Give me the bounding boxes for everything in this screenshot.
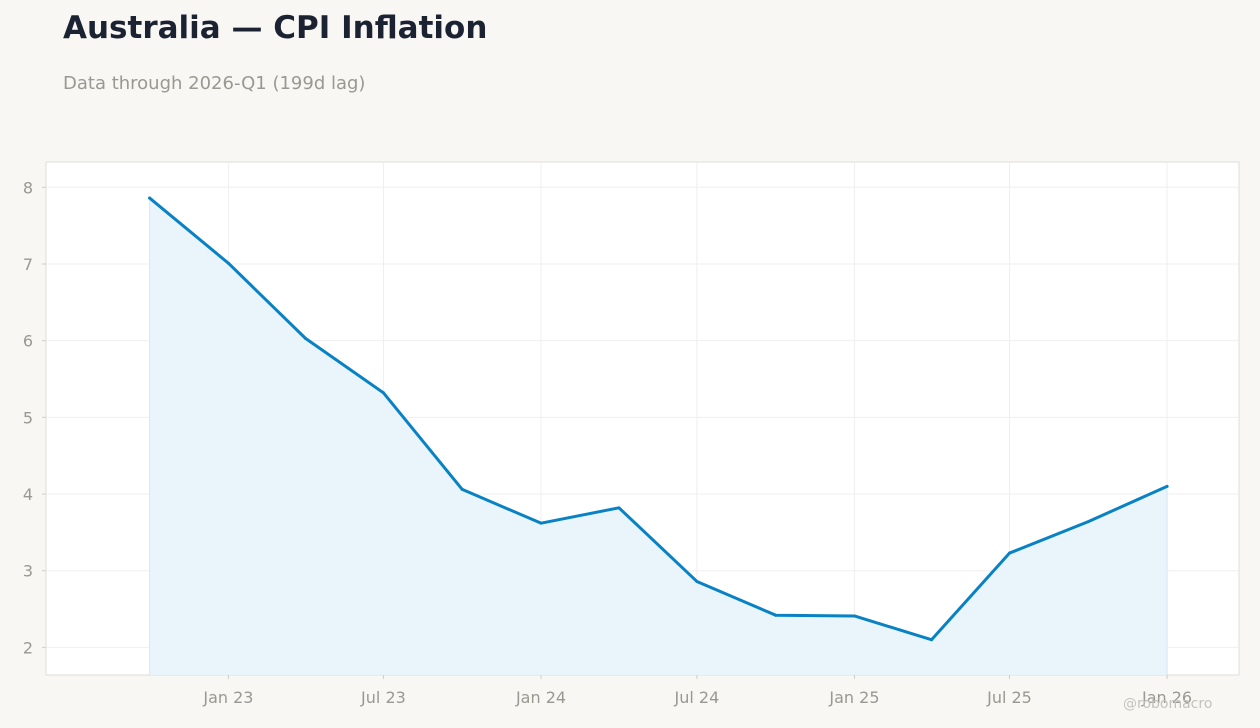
series-line bbox=[148, 196, 1169, 642]
x-tick-label: Jan 23 bbox=[202, 688, 253, 707]
y-tick-label: 3 bbox=[23, 562, 33, 581]
page-title: Australia — CPI Inflation bbox=[63, 10, 488, 46]
data-point bbox=[226, 261, 230, 265]
x-tick-label: Jul 23 bbox=[360, 688, 406, 707]
series-area-fill bbox=[149, 198, 1168, 676]
x-tick-label: Jul 25 bbox=[986, 688, 1032, 707]
y-tick-label: 7 bbox=[23, 255, 33, 274]
data-point bbox=[695, 579, 699, 583]
y-tick-label: 4 bbox=[23, 485, 33, 504]
data-point bbox=[774, 613, 778, 617]
x-tick-label: Jan 26 bbox=[1141, 688, 1192, 707]
data-point bbox=[539, 521, 543, 525]
y-tick-label: 5 bbox=[23, 408, 33, 427]
data-points bbox=[148, 196, 1169, 642]
y-axis-ticks: 2 3 4 5 6 7 8 bbox=[23, 178, 46, 657]
data-point bbox=[852, 614, 856, 618]
data-point bbox=[1086, 520, 1090, 524]
watermark: @robomacro bbox=[1123, 696, 1213, 712]
data-point bbox=[460, 487, 464, 491]
data-point bbox=[148, 196, 152, 200]
data-point bbox=[381, 391, 385, 395]
x-tick-label: Jan 24 bbox=[515, 688, 566, 707]
x-tick-label: Jan 25 bbox=[828, 688, 879, 707]
data-point bbox=[303, 336, 307, 340]
data-point bbox=[617, 506, 621, 510]
page-subtitle: Data through 2026-Q1 (199d lag) bbox=[63, 73, 366, 94]
data-point bbox=[1007, 551, 1011, 555]
y-tick-label: 8 bbox=[23, 178, 33, 197]
y-tick-label: 2 bbox=[23, 638, 33, 657]
data-point bbox=[1165, 484, 1169, 488]
x-tick-label: Jul 24 bbox=[674, 688, 720, 707]
y-tick-label: 6 bbox=[23, 332, 33, 351]
x-axis-ticks: Jan 23 Jul 23 Jan 24 Jul 24 Jan 25 Jul 25 Jan … bbox=[202, 675, 1192, 707]
data-point bbox=[930, 638, 934, 642]
